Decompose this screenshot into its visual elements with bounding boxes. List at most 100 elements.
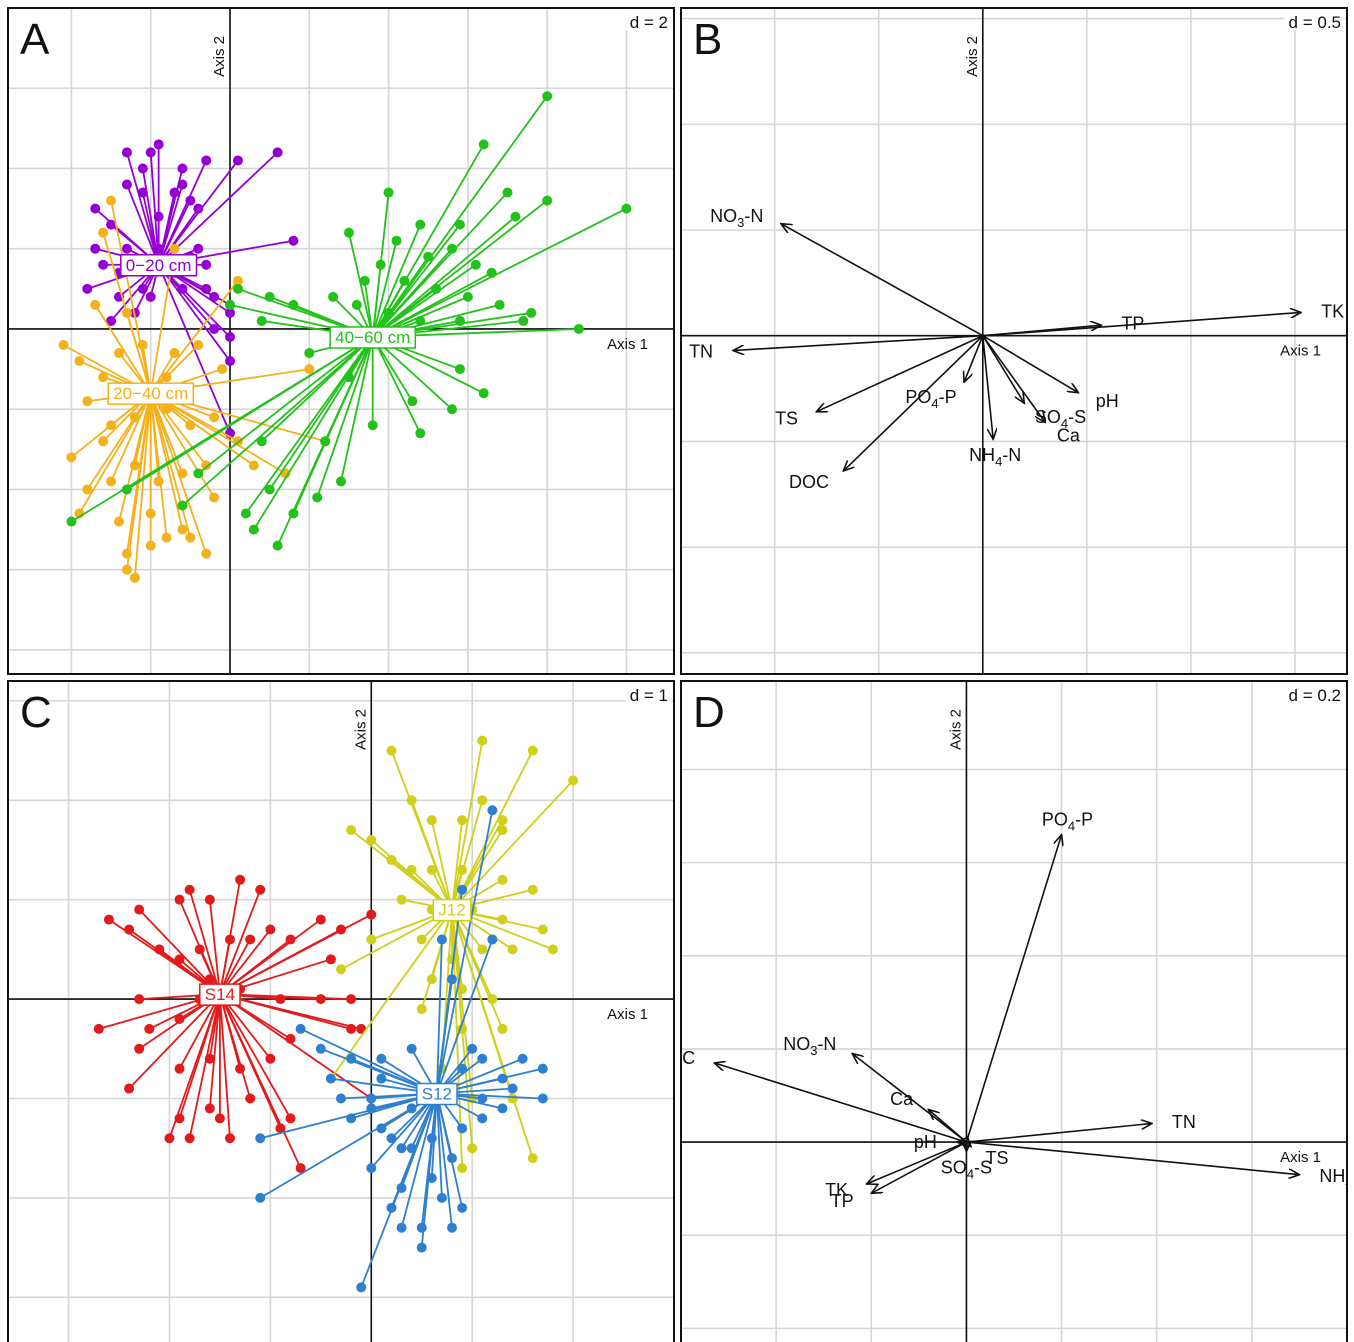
vector-label: pH <box>1096 391 1119 411</box>
svg-text:S14: S14 <box>205 985 235 1004</box>
data-point <box>447 974 457 985</box>
data-point <box>526 307 537 318</box>
data-point <box>467 1143 478 1154</box>
data-point <box>426 1173 437 1184</box>
data-point <box>288 299 299 310</box>
panel-border <box>680 7 1348 675</box>
spoke-line <box>253 336 374 531</box>
data-point <box>426 974 437 985</box>
data-point <box>336 476 346 487</box>
data-point <box>391 235 402 246</box>
data-point <box>217 364 228 375</box>
data-point <box>265 924 276 935</box>
data-point <box>256 436 267 447</box>
data-point <box>185 420 196 431</box>
data-point <box>161 404 172 415</box>
data-point <box>462 291 473 302</box>
panel-border <box>680 680 1348 1342</box>
spoke-line <box>149 392 215 498</box>
group-label: J12 <box>432 898 472 922</box>
panel-background <box>681 681 1347 1342</box>
data-point <box>201 460 212 471</box>
data-point <box>256 315 267 326</box>
data-point <box>304 348 315 359</box>
data-point <box>518 315 529 326</box>
vector-label: TS <box>775 408 798 428</box>
spoke-line <box>219 918 322 995</box>
data-point <box>477 735 488 746</box>
data-point <box>285 1033 296 1044</box>
data-point <box>177 163 188 174</box>
data-point <box>356 1282 367 1293</box>
data-point <box>275 994 286 1005</box>
data-point <box>426 864 437 875</box>
vector-label: NO3-N <box>710 206 763 230</box>
data-point <box>145 508 156 519</box>
group-20-40-cm <box>58 195 331 583</box>
data-point <box>366 934 377 945</box>
data-point <box>66 516 77 527</box>
spoke-line <box>348 232 374 338</box>
data-point <box>98 436 109 447</box>
data-point <box>114 516 124 527</box>
vector-label: TP <box>1121 314 1144 334</box>
data-point <box>416 1242 427 1253</box>
data-point <box>383 307 394 318</box>
data-point <box>225 299 235 310</box>
data-point <box>145 291 156 302</box>
data-point <box>285 1113 296 1124</box>
panel-background <box>681 8 1347 674</box>
data-point <box>477 1053 488 1064</box>
data-point <box>396 1182 407 1193</box>
spoke-line <box>219 993 292 1119</box>
vector-label: TS <box>985 1148 1008 1168</box>
data-point <box>255 884 266 895</box>
data-point <box>487 994 498 1005</box>
data-point <box>502 187 513 198</box>
svg-text:20−40 cm: 20−40 cm <box>113 384 188 403</box>
spoke-line <box>451 909 504 1030</box>
data-point <box>470 259 481 270</box>
vector-arrow <box>982 335 1045 423</box>
data-point <box>447 954 457 965</box>
spoke-line <box>118 392 152 522</box>
axis-1-label: Axis 1 <box>607 336 648 353</box>
vector-label: PO4-P <box>905 387 956 411</box>
data-point <box>457 1063 468 1074</box>
data-point <box>153 139 164 150</box>
spoke-line <box>219 993 362 1030</box>
vector-arrow <box>733 334 983 351</box>
data-point <box>106 219 117 230</box>
spoke-line <box>435 1093 443 1198</box>
data-point <box>487 805 498 816</box>
panel-border <box>7 680 675 1342</box>
vector-arrow <box>966 1141 1299 1175</box>
vector-label: TP <box>831 1191 854 1211</box>
data-point <box>457 1163 468 1174</box>
spoke-line <box>78 392 152 514</box>
spoke-line <box>435 939 443 1094</box>
data-point <box>457 884 468 895</box>
data-point <box>406 1103 417 1114</box>
spoke-line <box>372 224 461 338</box>
data-point <box>497 815 508 826</box>
data-point <box>248 460 259 471</box>
data-point <box>315 994 326 1005</box>
data-point <box>134 904 145 915</box>
data-point <box>447 1222 457 1233</box>
data-point <box>204 894 215 905</box>
data-point <box>169 187 180 198</box>
data-point <box>153 476 164 487</box>
data-point <box>497 825 508 836</box>
data-point <box>454 219 465 230</box>
data-point <box>415 315 426 326</box>
data-point <box>343 227 354 238</box>
spoke-line <box>400 1093 438 1228</box>
data-point <box>304 364 315 375</box>
spoke-line <box>435 1093 463 1209</box>
spoke-line <box>410 799 453 910</box>
data-point <box>457 1123 468 1134</box>
data-point <box>114 348 124 359</box>
data-point <box>204 974 215 985</box>
data-point <box>255 1133 266 1144</box>
